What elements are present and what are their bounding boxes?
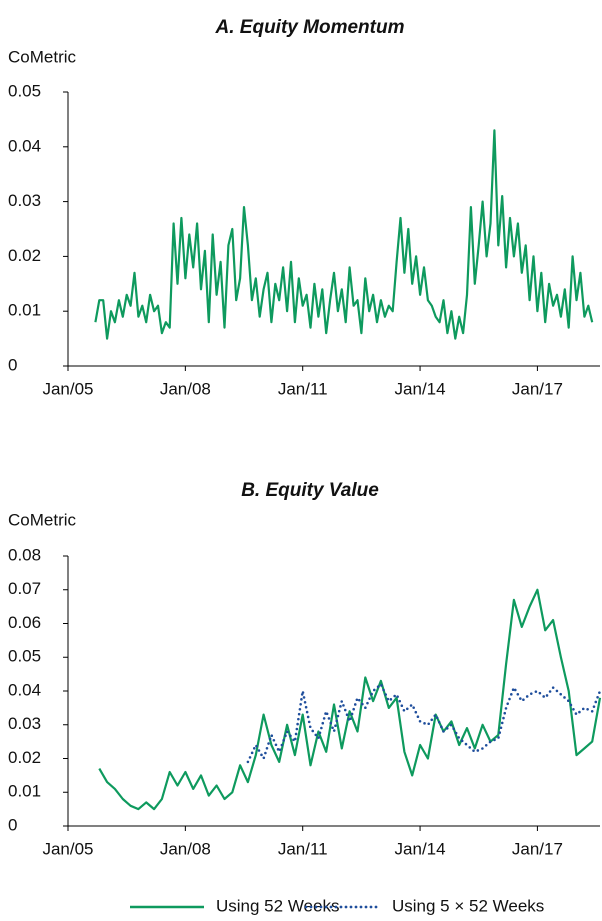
x-tick-label: Jan/08 xyxy=(160,379,211,398)
y-axis-label: CoMetric xyxy=(8,510,77,529)
y-axis-label: CoMetric xyxy=(8,47,77,66)
x-tick-label: Jan/17 xyxy=(512,839,563,858)
legend-label: Using 52 Weeks xyxy=(216,896,339,915)
y-tick-label: 0.02 xyxy=(8,246,41,265)
data-line xyxy=(94,129,594,340)
x-tick-label: Jan/05 xyxy=(42,839,93,858)
y-tick-label: 0.05 xyxy=(8,647,41,666)
y-tick-label: 0.04 xyxy=(8,680,41,699)
x-tick-label: Jan/05 xyxy=(42,379,93,398)
data-line xyxy=(98,588,602,811)
x-tick-label: Jan/14 xyxy=(395,839,446,858)
data-line xyxy=(246,683,602,764)
y-tick-label: 0 xyxy=(8,355,17,374)
y-tick-label: 0.05 xyxy=(8,81,41,100)
y-tick-label: 0.03 xyxy=(8,191,41,210)
chart-title: B. Equity Value xyxy=(241,480,379,501)
x-tick-label: Jan/11 xyxy=(278,839,328,858)
x-tick-label: Jan/14 xyxy=(395,379,446,398)
x-tick-label: Jan/11 xyxy=(278,379,328,398)
y-tick-label: 0.03 xyxy=(8,714,41,733)
x-tick-label: Jan/08 xyxy=(160,839,211,858)
y-tick-label: 0.01 xyxy=(8,301,41,320)
y-tick-label: 0.07 xyxy=(8,579,41,598)
y-tick-label: 0.01 xyxy=(8,782,41,801)
legend-label: Using 5 × 52 Weeks xyxy=(392,896,544,915)
y-tick-label: 0.02 xyxy=(8,748,41,767)
x-tick-label: Jan/17 xyxy=(512,379,563,398)
y-tick-label: 0 xyxy=(8,815,17,834)
y-tick-label: 0.04 xyxy=(8,136,41,155)
chart-title: A. Equity Momentum xyxy=(215,17,405,38)
y-tick-label: 0.06 xyxy=(8,613,41,632)
y-tick-label: 0.08 xyxy=(8,545,41,564)
